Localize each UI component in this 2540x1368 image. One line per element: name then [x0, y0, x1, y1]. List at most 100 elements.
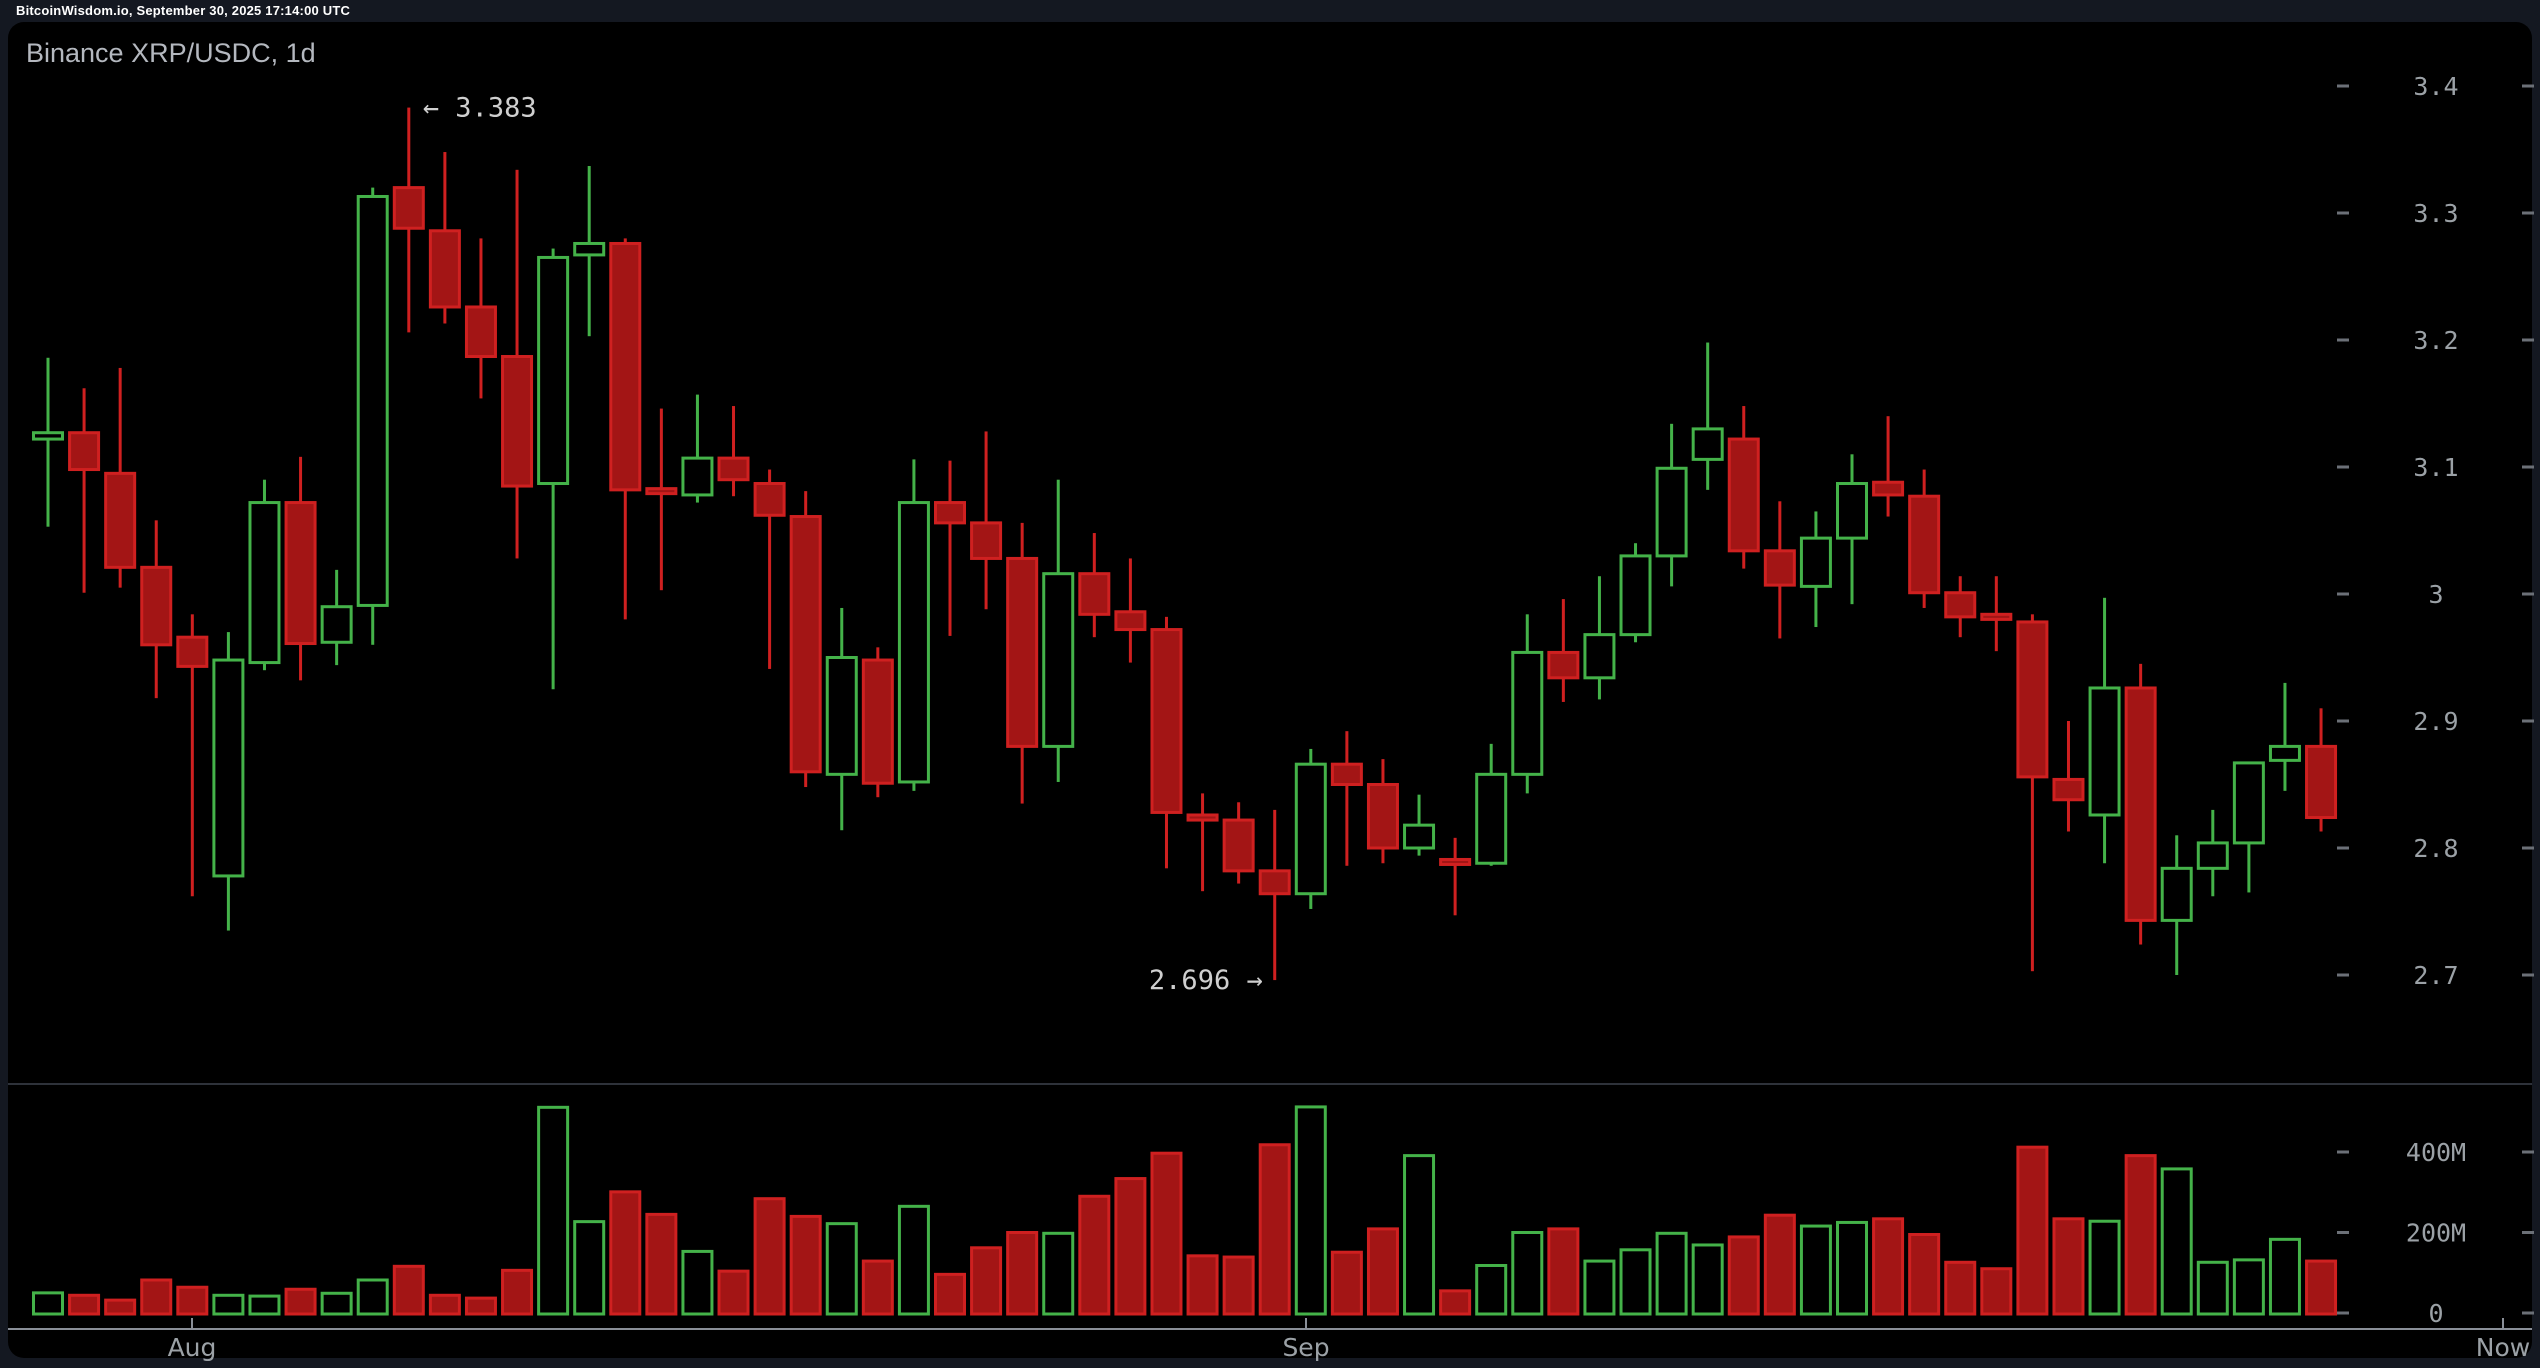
candle-body-up	[212, 658, 245, 878]
candle-wick	[1886, 416, 1890, 517]
price-axis-label: 3.3	[2413, 199, 2458, 228]
price-tick-right	[2522, 973, 2534, 977]
volume-bar-down	[717, 1269, 750, 1316]
candle-wick	[2066, 721, 2070, 832]
volume-bar-down	[1330, 1250, 1363, 1316]
volume-bar-down	[861, 1259, 894, 1316]
volume-bar-down	[970, 1246, 1003, 1316]
time-axis-label: Aug	[168, 1333, 217, 1362]
candle-wick	[1453, 837, 1457, 916]
volume-bar-down	[2052, 1217, 2085, 1316]
candle-body-up	[1619, 554, 1652, 637]
candle-wick	[2030, 614, 2034, 972]
candle-body-down	[2052, 777, 2085, 802]
candle-body-down	[609, 241, 642, 492]
volume-bar-up	[356, 1278, 389, 1316]
volume-bar-down	[2124, 1154, 2157, 1316]
volume-bar-up	[1799, 1224, 1832, 1316]
candle-body-up	[1511, 650, 1544, 776]
price-tick-left	[2337, 84, 2349, 88]
candle-wick	[1201, 793, 1205, 892]
low-price-annotation: 2.696 →	[1149, 965, 1263, 996]
candle-body-down	[1908, 494, 1941, 595]
candle-body-up	[825, 656, 858, 776]
candle-body-down	[1186, 813, 1219, 822]
candle-wick	[1706, 342, 1710, 490]
volume-bar-down	[392, 1264, 425, 1316]
candle-wick	[1345, 731, 1349, 866]
candle-body-down	[1763, 549, 1796, 587]
volume-bar-up	[573, 1220, 606, 1316]
price-tick-right	[2522, 338, 2534, 342]
candle-body-down	[1006, 556, 1039, 748]
volume-tick-right	[2522, 1150, 2534, 1154]
candle-body-down	[1150, 628, 1183, 814]
volume-bar-down	[501, 1268, 534, 1316]
volume-bar-down	[1439, 1289, 1472, 1316]
candle-body-up	[573, 241, 606, 257]
candle-body-down	[1439, 857, 1472, 866]
candle-body-up	[2160, 866, 2193, 922]
candle-body-up	[1294, 762, 1327, 896]
volume-bar-down	[753, 1197, 786, 1316]
candle-body-up	[1583, 633, 1616, 680]
candle-body-up	[248, 501, 281, 665]
volume-bar-down	[1150, 1151, 1183, 1316]
candle-body-down	[428, 229, 461, 309]
volume-bar-down	[428, 1293, 461, 1316]
candle-body-up	[356, 194, 389, 607]
candle-wick	[190, 614, 194, 897]
candle-body-up	[1042, 572, 1075, 748]
candle-body-down	[1330, 762, 1363, 786]
candle-body-down	[1258, 869, 1291, 896]
candle-wick	[768, 469, 772, 669]
candle-body-up	[2196, 841, 2229, 870]
candle-body-down	[970, 521, 1003, 560]
price-tick-left	[2337, 465, 2349, 469]
candle-body-down	[1872, 480, 1905, 497]
candle-body-down	[789, 515, 822, 774]
volume-bar-down	[176, 1285, 209, 1316]
price-axis-label: 3.1	[2413, 453, 2458, 482]
price-axis-label: 2.8	[2413, 834, 2458, 863]
volume-bar-down	[645, 1212, 678, 1316]
volume-bar-down	[609, 1190, 642, 1316]
volume-tick-left	[2337, 1150, 2349, 1154]
volume-bar-down	[1980, 1267, 2013, 1316]
price-tick-left	[2337, 338, 2349, 342]
volume-bar-up	[248, 1294, 281, 1316]
time-tick	[1305, 1318, 1307, 1328]
volume-bar-up	[1619, 1248, 1652, 1316]
volume-bar-down	[104, 1298, 137, 1316]
volume-bar-up	[2268, 1237, 2301, 1316]
candle-wick	[46, 357, 50, 527]
candle-wick	[984, 431, 988, 610]
volume-bar-down	[2305, 1259, 2338, 1316]
candle-body-down	[2305, 744, 2338, 820]
candle-body-up	[2232, 761, 2265, 845]
candle-body-down	[1944, 591, 1977, 619]
candle-body-up	[897, 501, 930, 784]
volume-bar-up	[1691, 1243, 1724, 1316]
price-tick-left	[2337, 846, 2349, 850]
volume-bar-down	[1258, 1143, 1291, 1316]
candle-body-down	[392, 186, 425, 230]
price-axis-label: 3.2	[2413, 326, 2458, 355]
chart-title: Binance XRP/USDC, 1d	[26, 38, 316, 68]
price-tick-left	[2337, 719, 2349, 723]
top-status-bar: BitcoinWisdom.io, September 30, 2025 17:…	[0, 0, 2540, 22]
volume-bar-up	[212, 1293, 245, 1316]
time-axis-label: Now	[2476, 1333, 2530, 1362]
candle-wick	[2283, 682, 2287, 791]
candle-body-down	[1114, 610, 1147, 632]
candle-body-up	[1475, 772, 1508, 865]
volume-bar-down	[140, 1278, 173, 1316]
candle-wick	[1561, 599, 1565, 702]
candle-body-down	[2124, 686, 2157, 922]
high-price-annotation: ← 3.383	[423, 93, 537, 124]
candle-body-down	[464, 305, 497, 359]
candle-body-down	[104, 471, 137, 569]
volume-bar-up	[1403, 1154, 1436, 1316]
price-tick-left	[2337, 592, 2349, 596]
